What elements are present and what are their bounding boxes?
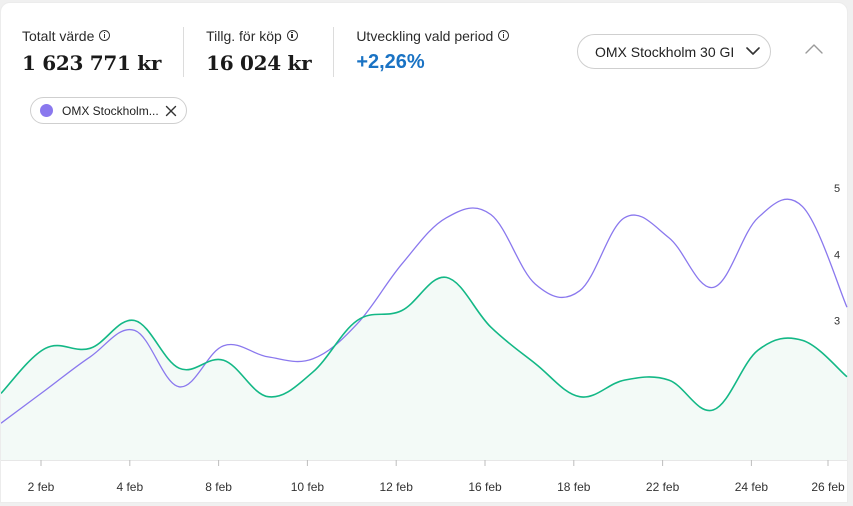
portfolio-area — [1, 277, 847, 460]
stat-available: Tillg. för köp 16 024 kr — [183, 27, 333, 77]
chart-svg: 2 feb 4 feb 8 feb 10 feb 12 feb 16 feb 18 feb 2… — [1, 183, 848, 494]
y-tick-label: 4 — [834, 249, 840, 261]
stat-total-value: Totalt värde 1 623 771 kr — [22, 27, 183, 77]
stat-development: Utveckling vald period +2,26% — [333, 27, 531, 77]
stat-development-label: Utveckling vald period — [356, 28, 494, 44]
index-series-line — [1, 198, 848, 424]
index-chip-label: OMX Stockholm... — [62, 103, 159, 118]
series-color-dot — [40, 104, 53, 117]
x-tick-label: 16 feb — [468, 480, 502, 494]
x-tick-label: 10 feb — [291, 480, 325, 494]
x-tick-label: 2 feb — [28, 480, 55, 494]
chevron-down-icon — [746, 47, 760, 55]
y-tick-label: 5 — [834, 183, 840, 195]
x-tick-label: 18 feb — [557, 480, 591, 494]
info-icon[interactable] — [286, 29, 298, 41]
info-icon[interactable] — [498, 29, 510, 41]
x-tick-label: 24 feb — [735, 480, 769, 494]
stat-total-value-label: Totalt värde — [22, 28, 95, 44]
index-select-value: OMX Stockholm 30 GI — [595, 43, 735, 60]
index-select[interactable]: OMX Stockholm 30 GI — [577, 34, 771, 69]
x-tick-label: 12 feb — [380, 480, 414, 494]
x-tick-label: 4 feb — [116, 480, 143, 494]
close-icon[interactable] — [165, 105, 177, 117]
stats-row: Totalt värde 1 623 771 kr Tillg. för köp… — [22, 27, 531, 77]
stat-available-value: 16 024 kr — [206, 51, 312, 75]
y-tick-label: 3 — [834, 316, 840, 328]
stat-total-value-value: 1 623 771 kr — [22, 51, 162, 75]
stat-available-label: Tillg. för köp — [206, 28, 282, 44]
stat-development-value: +2,26% — [356, 51, 425, 73]
performance-chart: 2 feb 4 feb 8 feb 10 feb 12 feb 16 feb 18 feb 2… — [1, 133, 853, 506]
info-icon[interactable] — [99, 29, 111, 41]
x-tick-label: 26 feb — [811, 480, 845, 494]
x-tick-label: 8 feb — [205, 480, 232, 494]
portfolio-series-line — [1, 276, 848, 412]
chevron-up-icon[interactable] — [804, 41, 824, 57]
x-tick-label: 22 feb — [646, 480, 680, 494]
index-chip[interactable]: OMX Stockholm... — [30, 97, 187, 124]
